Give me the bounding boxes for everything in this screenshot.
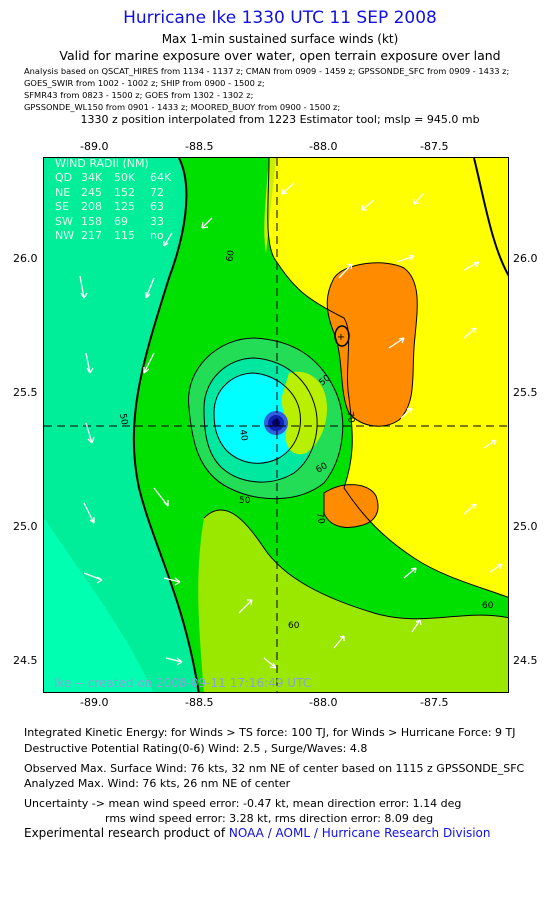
sources-line-2: GOES_SWIR from 1002 - 1002 z; SHIP from … [24, 78, 265, 88]
footer-prefix: Experimental research product of [24, 826, 229, 840]
wind-radii-table: WIND RADII (NM) QD 34K 50K 64K NE 245 152 72 S… [55, 157, 171, 243]
band-orange-ne [327, 262, 418, 427]
wind-radii-cell: 125 [114, 200, 135, 214]
contour-lines [132, 158, 508, 692]
core-ring-cyan [214, 373, 301, 464]
lat-label-right: 24.5 [513, 654, 538, 667]
contour-label: 60 [482, 601, 494, 611]
contour-label: 60 [225, 249, 237, 262]
band-teal-sw [44, 518, 154, 692]
contour-label: 70 [344, 411, 356, 424]
lat-label-right: 25.5 [513, 386, 538, 399]
wind-radii-cell: 152 [114, 185, 135, 199]
wind-radii-header: QD 34K 50K 64K [55, 171, 171, 185]
wind-radii-cell: 33 [150, 214, 164, 228]
contour-label: 50 [117, 413, 129, 426]
wind-vectors [79, 182, 503, 669]
sources-line-3: SFMR43 from 0823 - 1500 z; GOES from 130… [24, 90, 254, 100]
creation-credit: Ike -- created on 2008-09-11 17:16:49 UT… [54, 676, 312, 690]
wind-radii-cell: 50K [114, 171, 136, 185]
wind-radii-row-sw: SW 158 69 33 [55, 215, 171, 229]
wind-radii-cell: 208 [81, 200, 102, 214]
wind-radii-cell: 72 [150, 185, 164, 199]
wind-radii-row-nw: NW 217 115 no [55, 229, 171, 243]
uncertainty-line-1: Uncertainty -> mean wind speed error: -0… [24, 797, 462, 810]
wind-contour-map: + [44, 158, 508, 692]
wind-radii-cell: QD [55, 171, 73, 185]
lat-label-left: 25.5 [13, 386, 38, 399]
wind-radii-cell: 69 [114, 214, 128, 228]
lat-label-left: 26.0 [13, 252, 38, 265]
lon-label-bottom: -89.0 [80, 696, 109, 709]
dpr-line: Destructive Potential Rating(0-6) Wind: … [24, 742, 368, 755]
wind-radii-cell: 115 [114, 229, 135, 243]
wind-radii-cell: 245 [81, 185, 102, 199]
wind-radii-title: WIND RADII (NM) [55, 157, 149, 170]
uncertainty-line-2: rms wind speed error: 3.28 kt, rms direc… [105, 812, 434, 825]
lon-label-bottom: -88.0 [309, 696, 338, 709]
position-note: 1330 z position interpolated from 1223 E… [80, 113, 480, 126]
wind-radii-cell: NW [55, 229, 75, 243]
ike-line: Integrated Kinetic Energy: for Winds > T… [24, 726, 516, 739]
lon-label-top: -88.0 [309, 140, 338, 153]
wind-radii-row-se: SE 208 125 63 [55, 200, 171, 214]
page-title: Hurricane Ike 1330 UTC 11 SEP 2008 [123, 8, 437, 28]
lat-label-left: 24.5 [13, 654, 38, 667]
wind-radii-cell: SE [55, 200, 69, 214]
core-eyewall-ne [281, 371, 328, 455]
lat-label-right: 26.0 [513, 252, 538, 265]
observed-max-line: Observed Max. Surface Wind: 76 kts, 32 n… [24, 762, 525, 775]
footer-org-link[interactable]: NOAA / AOML / Hurricane Research Divisio… [228, 826, 491, 840]
analyzed-max-line: Analyzed Max. Wind: 76 kts, 26 nm NE of … [24, 777, 291, 790]
wind-field-map: + [43, 157, 509, 693]
sources-line-1: Analysis based on QSCAT_HIRES from 1134 … [24, 66, 510, 76]
wind-radii-cell: 217 [81, 229, 102, 243]
band-orange-se [324, 484, 379, 528]
wind-radii-cell: 63 [150, 200, 164, 214]
lat-label-right: 25.0 [513, 520, 538, 533]
wind-radii-cell: NE [55, 185, 71, 199]
contour-label: 60 [288, 621, 300, 631]
subtitle-validity: Valid for marine exposure over water, op… [59, 48, 501, 63]
contour-label: 50 [239, 496, 251, 506]
wind-radii-cell: 34K [81, 171, 103, 185]
wind-radii-cell: SW [55, 214, 73, 228]
wind-radii-cell: 158 [81, 214, 102, 228]
lon-label-top: -88.5 [185, 140, 214, 153]
band-transition [264, 158, 276, 253]
lon-label-bottom: -87.5 [420, 696, 449, 709]
contour-label: 70 [314, 512, 326, 525]
subtitle-max-wind: Max 1-min sustained surface winds (kt) [161, 32, 399, 46]
wind-radii-row-ne: NE 245 152 72 [55, 186, 171, 200]
wind-radii-cell: 64K [150, 171, 172, 185]
sources-line-4: GPSSONDE_WL150 from 0901 - 1433 z; MOORE… [24, 102, 341, 112]
eye-center [272, 419, 280, 427]
contour-label: 40 [237, 429, 249, 442]
lon-label-top: -87.5 [420, 140, 449, 153]
wind-radii-cell: no [150, 229, 164, 243]
max-wind-marker: + [337, 332, 345, 343]
lat-label-left: 25.0 [13, 520, 38, 533]
lon-label-top: -89.0 [80, 140, 109, 153]
footer: Experimental research product of NOAA / … [24, 826, 490, 840]
band-60-south [198, 509, 508, 692]
lon-label-bottom: -88.5 [185, 696, 214, 709]
